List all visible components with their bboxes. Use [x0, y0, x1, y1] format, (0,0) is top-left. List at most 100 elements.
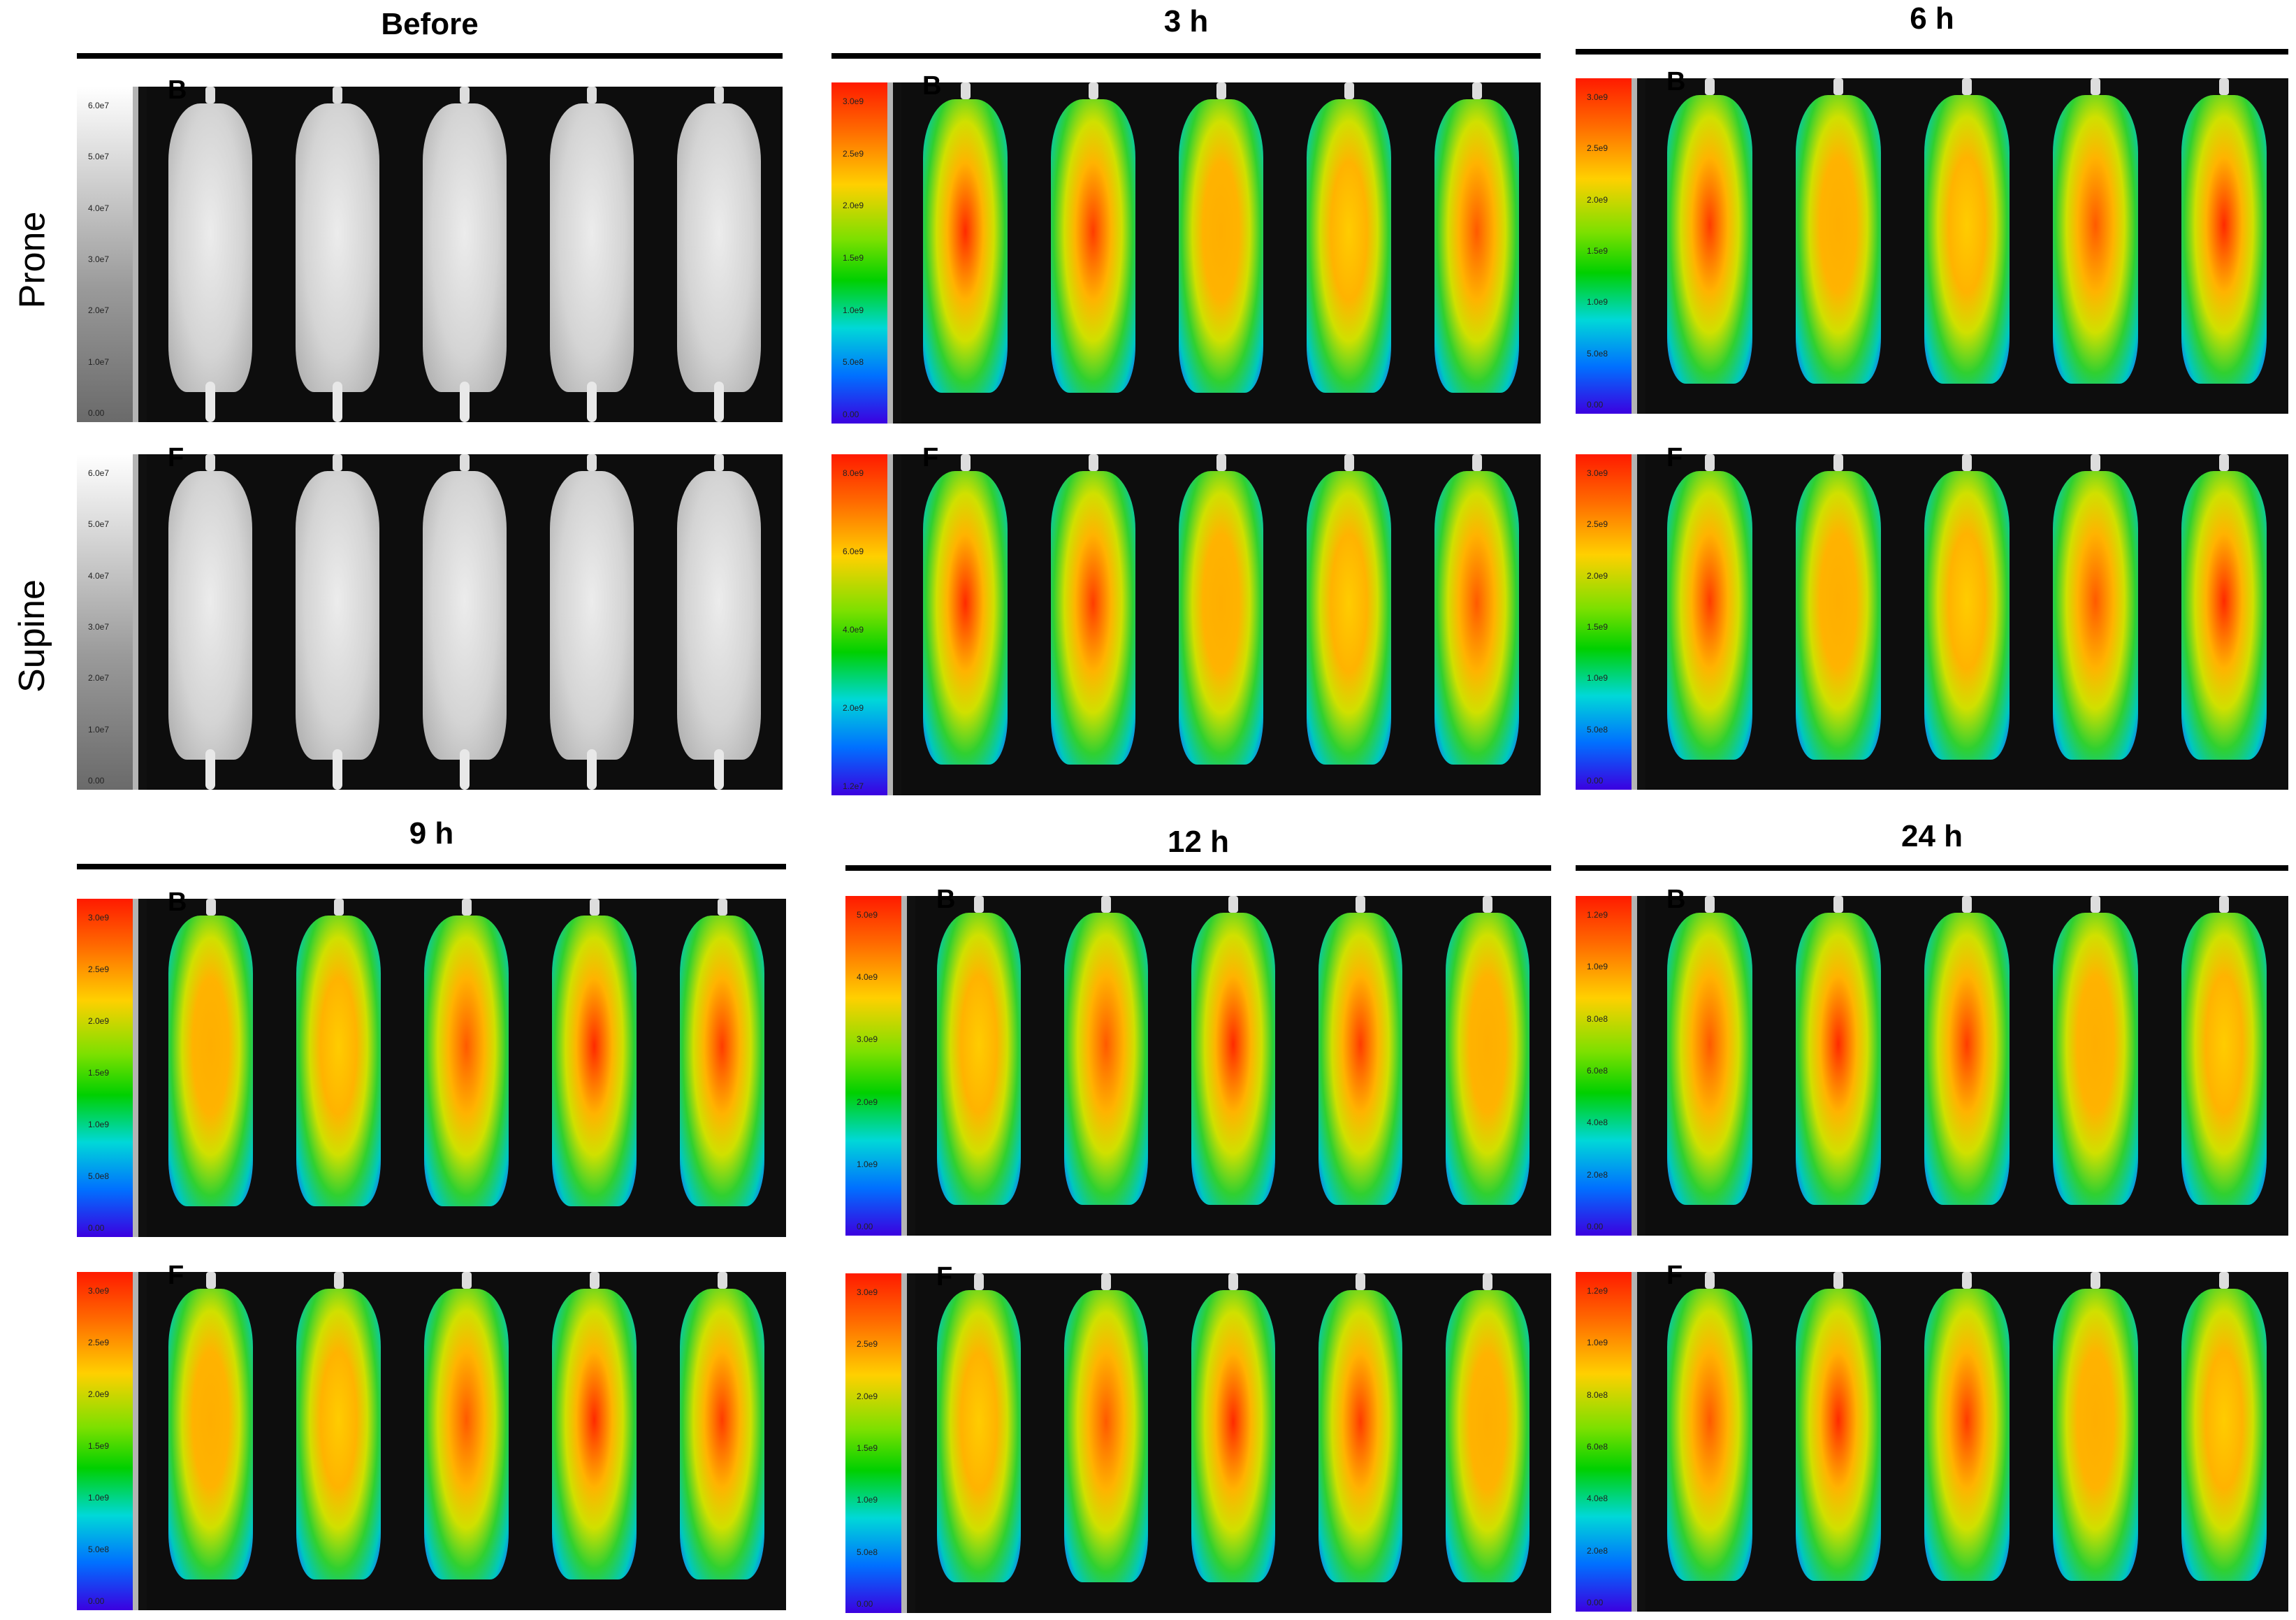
scale-tick-label: 1.0e9: [1587, 1338, 1608, 1348]
mouse-image-area: [915, 1273, 1551, 1613]
mouse-image-area: [1645, 896, 2288, 1236]
scale-tick-label: 4.0e9: [857, 972, 878, 983]
scale-tick-label: 3.0e9: [857, 1034, 878, 1045]
scale-tick-label: 0.00: [88, 1596, 105, 1606]
nose-cone-clip: [714, 87, 724, 103]
scale-tick-label: 3.0e9: [843, 96, 864, 106]
nose-cone-clip: [1228, 896, 1238, 913]
scale-tick-label: 2.0e7: [88, 673, 110, 684]
mouse-tail: [333, 382, 342, 422]
nose-cone-clip: [2091, 1272, 2100, 1289]
scale-tick-label: 6.0e7: [88, 468, 110, 478]
timepoint-divider: [77, 864, 786, 869]
scale-tick-label: 1.0e9: [88, 1493, 110, 1503]
nose-cone-clip: [2219, 1272, 2229, 1289]
scale-tick-label: 8.0e8: [1587, 1389, 1608, 1400]
nose-cone-clip: [333, 1272, 344, 1289]
mouse-image-area: [1645, 78, 2288, 414]
intensity-scale-bar: 6.0e7 5.0e7 4.0e7 3.0e7 2.0e7 1.0e7 0.00: [77, 87, 138, 422]
mouse-image-area: [901, 82, 1541, 424]
scale-tick-label: 2.0e9: [88, 1016, 110, 1026]
mouse-signal: [552, 916, 637, 1207]
nose-cone-clip: [2219, 896, 2229, 913]
mouse-signal: [1051, 99, 1135, 393]
timepoint-title: 24 h: [1901, 819, 1963, 853]
nose-cone-clip: [1833, 896, 1843, 913]
mouse-signal: [424, 916, 509, 1207]
mouse-tail: [205, 749, 215, 790]
scale-tick-label: 1.0e9: [88, 1120, 110, 1129]
timepoint-title: 6 h: [1910, 1, 1954, 36]
color-scale-gradient: [1576, 896, 1632, 1236]
view-letter: F: [168, 443, 184, 472]
mouse-signal: [295, 103, 380, 392]
scale-tick-label: 4.0e8: [1587, 1118, 1608, 1128]
mouse-signal: [1318, 1290, 1403, 1583]
scale-tick-label: 0.00: [1587, 1222, 1604, 1231]
scale-tick-label: 5.0e8: [843, 357, 864, 368]
scale-tick-label: 1.0e7: [88, 356, 110, 367]
scale-tick-label: 4.0e7: [88, 570, 110, 581]
scale-tick-label: 1.0e9: [843, 305, 864, 315]
view-letter: F: [936, 1262, 953, 1292]
nose-cone-clip: [1705, 78, 1715, 95]
scale-tick-label: 1.0e9: [1587, 673, 1608, 684]
nose-cone-clip: [717, 899, 727, 916]
mouse-signal: [676, 103, 762, 392]
mouse-image-area: [1645, 1272, 2288, 1612]
view-letter: F: [1666, 1261, 1683, 1290]
scale-tick-label: 6.0e8: [1587, 1066, 1608, 1076]
scale-tick-label: 3.0e9: [1587, 92, 1608, 102]
nose-cone-clip: [1705, 1272, 1715, 1289]
scale-tick-label: 1.2e9: [1587, 1286, 1608, 1296]
scale-tick-label: 1.5e9: [88, 1068, 110, 1078]
scale-tick-label: 1.0e9: [1587, 297, 1608, 308]
scale-tick-label: 1.5e9: [1587, 246, 1608, 256]
view-letter: B: [936, 885, 956, 914]
mouse-signal: [1796, 913, 1881, 1206]
scale-tick-label: 5.0e7: [88, 519, 110, 530]
mouse-tail: [587, 749, 597, 790]
scale-tick-label: 6.0e8: [1587, 1442, 1608, 1452]
scale-tick-label: 5.0e8: [88, 1171, 110, 1181]
scale-tick-label: 1.0e9: [857, 1495, 878, 1505]
mouse-tail: [714, 382, 724, 422]
scale-tick-label: 2.5e9: [88, 964, 110, 974]
nose-cone-clip: [1705, 896, 1715, 913]
mouse-tail: [587, 382, 597, 422]
mouse-image-area: [1645, 454, 2288, 790]
nose-cone-clip: [2219, 454, 2229, 471]
scale-tick-label: 1.5e9: [857, 1443, 878, 1453]
mouse-signal: [1063, 1290, 1149, 1583]
mouse-signal: [1179, 99, 1263, 393]
scale-tick-label: 8.0e9: [843, 468, 864, 478]
scale-tick-label: 3.0e9: [1587, 468, 1608, 478]
nose-cone-clip: [1356, 896, 1365, 913]
mouse-signal: [1445, 1290, 1530, 1583]
mouse-signal: [168, 1289, 253, 1580]
scale-tick-label: 2.0e9: [843, 703, 864, 713]
view-letter: B: [922, 71, 942, 101]
scale-tick-label: 2.0e9: [88, 1389, 110, 1399]
scale-tick-label: 3.0e9: [88, 913, 110, 923]
mouse-signal: [923, 471, 1008, 765]
row-label-supine: Supine: [11, 579, 52, 693]
nose-cone-clip: [714, 454, 724, 471]
mouse-signal: [2181, 913, 2267, 1206]
scale-tick-label: 8.0e8: [1587, 1013, 1608, 1024]
color-scale-gradient: [77, 87, 133, 422]
mouse-signal: [168, 471, 253, 760]
nose-cone-clip: [460, 454, 470, 471]
mouse-signal: [2181, 95, 2267, 384]
nose-cone-clip: [2091, 78, 2100, 95]
scale-tick-label: 1.0e9: [857, 1159, 878, 1169]
mouse-image-area: [147, 1272, 786, 1610]
intensity-scale-bar: 3.0e9 2.5e9 2.0e9 1.5e9 1.0e9 5.0e8 0.00: [845, 1273, 907, 1613]
mouse-signal: [1318, 913, 1403, 1206]
nose-cone-clip: [1472, 454, 1482, 471]
scale-tick-label: 0.00: [857, 1222, 873, 1231]
nose-cone-clip: [1472, 82, 1482, 99]
mouse-signal: [1667, 95, 1752, 384]
scale-tick-label: 0.00: [857, 1599, 873, 1609]
nose-cone-clip: [1962, 454, 1972, 471]
